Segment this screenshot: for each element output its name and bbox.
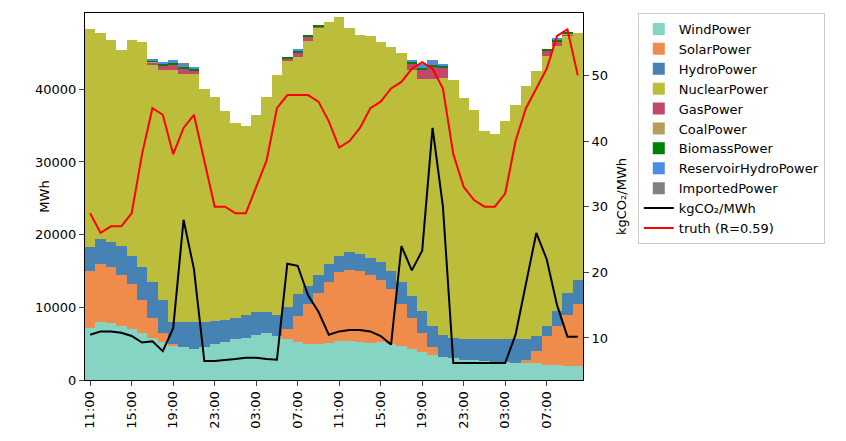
svg-text:truth (R=0.59): truth (R=0.59) xyxy=(679,221,774,236)
svg-text:19:00: 19:00 xyxy=(414,391,429,428)
svg-text:30: 30 xyxy=(592,199,609,214)
svg-text:SolarPower: SolarPower xyxy=(679,42,752,57)
svg-text:NuclearPower: NuclearPower xyxy=(679,82,769,97)
svg-text:GasPower: GasPower xyxy=(679,102,744,117)
svg-text:ReservoirHydroPower: ReservoirHydroPower xyxy=(679,161,819,176)
svg-text:19:00: 19:00 xyxy=(165,391,180,428)
svg-text:23:00: 23:00 xyxy=(207,391,222,428)
svg-text:07:00: 07:00 xyxy=(539,391,554,428)
svg-text:0: 0 xyxy=(68,373,76,388)
svg-text:20: 20 xyxy=(592,265,609,280)
svg-text:10: 10 xyxy=(592,331,609,346)
svg-text:WindPower: WindPower xyxy=(679,22,752,37)
svg-text:10000: 10000 xyxy=(35,300,76,315)
svg-text:11:00: 11:00 xyxy=(331,391,346,428)
svg-text:40000: 40000 xyxy=(35,82,76,97)
svg-text:kgCO₂/MWh: kgCO₂/MWh xyxy=(679,201,756,216)
svg-text:07:00: 07:00 xyxy=(290,391,305,428)
svg-text:03:00: 03:00 xyxy=(497,391,512,428)
svg-text:40: 40 xyxy=(592,134,609,149)
svg-text:kgCO₂/MWh: kgCO₂/MWh xyxy=(614,158,629,235)
svg-text:15:00: 15:00 xyxy=(124,391,139,428)
svg-text:03:00: 03:00 xyxy=(248,391,263,428)
svg-text:11:00: 11:00 xyxy=(82,391,97,428)
svg-text:50: 50 xyxy=(592,68,609,83)
svg-text:BiomassPower: BiomassPower xyxy=(679,141,774,156)
svg-text:20000: 20000 xyxy=(35,227,76,242)
svg-text:30000: 30000 xyxy=(35,155,76,170)
svg-text:MWh: MWh xyxy=(37,180,52,212)
svg-text:HydroPower: HydroPower xyxy=(679,62,758,77)
svg-text:CoalPower: CoalPower xyxy=(679,122,748,137)
svg-text:ImportedPower: ImportedPower xyxy=(679,181,778,196)
svg-text:15:00: 15:00 xyxy=(373,391,388,428)
svg-text:23:00: 23:00 xyxy=(456,391,471,428)
